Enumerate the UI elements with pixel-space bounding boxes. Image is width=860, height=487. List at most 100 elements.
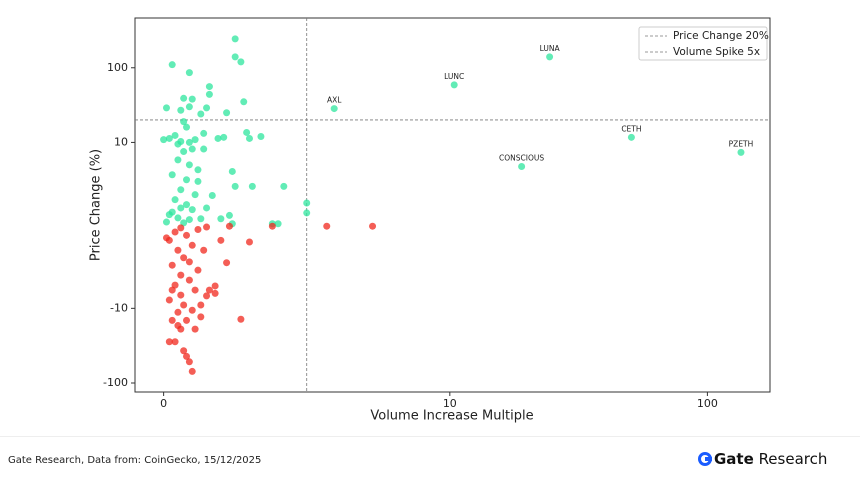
legend-label: Volume Spike 5x bbox=[673, 46, 760, 58]
data-point bbox=[303, 199, 311, 207]
x-tick-label: 10 bbox=[443, 397, 457, 410]
data-point bbox=[303, 209, 311, 217]
brand-logo: Gate Research bbox=[698, 450, 827, 468]
data-point bbox=[183, 316, 191, 324]
plot-frame bbox=[134, 17, 771, 393]
data-point bbox=[171, 196, 179, 204]
data-point bbox=[168, 61, 176, 69]
data-point bbox=[203, 204, 211, 212]
data-point bbox=[183, 176, 191, 184]
data-point bbox=[200, 129, 208, 137]
data-point bbox=[165, 134, 173, 142]
data-point bbox=[168, 286, 176, 294]
data-point bbox=[194, 266, 202, 274]
data-point bbox=[225, 211, 233, 219]
data-point bbox=[162, 218, 170, 226]
data-point bbox=[203, 104, 211, 112]
data-point bbox=[231, 53, 239, 61]
data-point bbox=[191, 136, 199, 144]
data-point bbox=[194, 166, 202, 174]
data-point bbox=[323, 222, 331, 230]
data-point bbox=[627, 133, 635, 141]
data-point bbox=[197, 110, 205, 118]
data-point bbox=[257, 133, 265, 141]
data-point bbox=[180, 94, 188, 102]
data-point bbox=[214, 134, 222, 142]
data-point bbox=[208, 192, 216, 200]
data-point bbox=[205, 83, 213, 91]
data-point bbox=[194, 177, 202, 185]
brand-icon bbox=[698, 452, 712, 466]
data-point bbox=[171, 131, 179, 139]
data-point bbox=[177, 204, 185, 212]
data-point bbox=[185, 138, 193, 146]
data-point bbox=[180, 301, 188, 309]
data-point bbox=[245, 238, 253, 246]
data-point bbox=[177, 291, 185, 299]
data-point bbox=[183, 123, 191, 131]
data-point bbox=[546, 53, 554, 61]
brand-text: Research bbox=[758, 450, 828, 468]
data-point bbox=[177, 186, 185, 194]
data-point bbox=[188, 206, 196, 214]
data-point bbox=[197, 301, 205, 309]
data-point bbox=[203, 292, 211, 300]
data-point bbox=[450, 81, 458, 89]
data-point bbox=[197, 215, 205, 223]
data-point bbox=[177, 271, 185, 279]
data-point bbox=[243, 128, 251, 136]
data-point bbox=[211, 289, 219, 297]
data-point bbox=[185, 276, 193, 284]
data-point bbox=[369, 222, 377, 230]
data-point bbox=[174, 322, 182, 330]
data-point bbox=[177, 224, 185, 232]
data-point bbox=[174, 156, 182, 164]
data-point bbox=[240, 98, 248, 106]
data-point bbox=[185, 258, 193, 266]
y-tick-label: 100 bbox=[107, 61, 128, 74]
data-point bbox=[191, 286, 199, 294]
data-point bbox=[180, 118, 188, 126]
data-point bbox=[174, 246, 182, 254]
data-point bbox=[191, 191, 199, 199]
data-point bbox=[737, 148, 745, 156]
data-point bbox=[223, 259, 231, 267]
y-tick-label: -10 bbox=[110, 301, 128, 314]
data-point bbox=[211, 282, 219, 290]
data-point bbox=[185, 103, 193, 111]
data-point bbox=[185, 216, 193, 224]
point-label: LUNC bbox=[444, 72, 464, 81]
data-point bbox=[274, 220, 282, 228]
footer: Gate Research, Data from: CoinGecko, 15/… bbox=[0, 436, 860, 487]
data-point bbox=[168, 208, 176, 216]
data-point bbox=[197, 313, 205, 321]
brand-bold: Gate bbox=[714, 450, 754, 468]
data-point bbox=[191, 325, 199, 333]
data-point bbox=[225, 222, 233, 230]
data-point bbox=[268, 222, 276, 230]
data-point bbox=[280, 182, 288, 190]
data-point bbox=[205, 90, 213, 98]
data-point bbox=[174, 308, 182, 316]
data-point bbox=[180, 347, 188, 355]
data-point bbox=[205, 286, 213, 294]
data-point bbox=[231, 182, 239, 190]
y-tick-label: 10 bbox=[114, 135, 128, 148]
data-point bbox=[162, 104, 170, 112]
point-label: LUNA bbox=[540, 44, 561, 53]
data-point bbox=[174, 140, 182, 148]
data-point bbox=[220, 133, 228, 141]
data-point bbox=[183, 231, 191, 239]
legend-box bbox=[638, 26, 768, 61]
data-point bbox=[194, 226, 202, 234]
data-point bbox=[223, 109, 231, 117]
data-point bbox=[168, 171, 176, 179]
data-point bbox=[180, 254, 188, 262]
data-point bbox=[168, 316, 176, 324]
data-point bbox=[248, 182, 256, 190]
data-point bbox=[183, 201, 191, 209]
data-point bbox=[188, 241, 196, 249]
data-point bbox=[174, 214, 182, 222]
data-point bbox=[330, 105, 338, 113]
data-point bbox=[188, 145, 196, 153]
